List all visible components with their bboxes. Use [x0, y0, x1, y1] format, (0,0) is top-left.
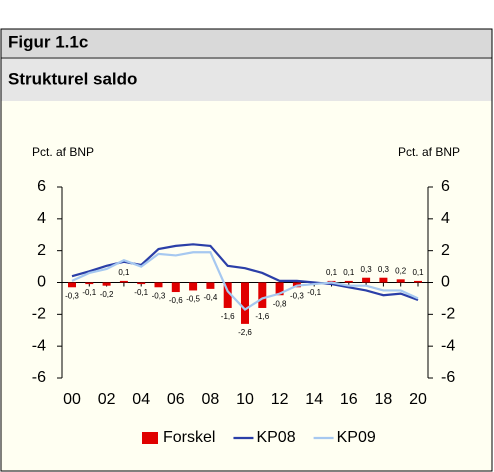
- y-tick-label: 6: [37, 178, 46, 195]
- data-label: -0,2: [100, 290, 114, 299]
- bar: [119, 280, 128, 283]
- x-tick-label: 08: [202, 391, 220, 408]
- y2-tick-label: -4: [441, 337, 455, 354]
- x-tick-label: 04: [132, 391, 150, 408]
- legend-swatch: [142, 432, 158, 444]
- y2-tick-label: 4: [441, 210, 450, 227]
- legend-label: KP08: [256, 429, 295, 446]
- data-label: -1,6: [255, 312, 269, 321]
- bar: [68, 282, 76, 288]
- data-label: 0,1: [118, 268, 130, 277]
- data-label: -0,3: [65, 291, 79, 300]
- y-tick-label: -4: [32, 337, 46, 354]
- y2-tick-label: -6: [441, 369, 455, 386]
- data-label: 0,1: [326, 268, 338, 277]
- legend-label: KP09: [337, 429, 376, 446]
- data-label: -0,1: [134, 288, 148, 297]
- y2-axis-label: Pct. af BNP: [398, 145, 460, 159]
- x-tick-label: 02: [98, 391, 116, 408]
- bar: [275, 282, 284, 296]
- bar: [258, 282, 267, 308]
- bar: [102, 282, 111, 286]
- x-tick-label: 12: [271, 391, 289, 408]
- bar: [396, 279, 405, 283]
- x-tick-label: 18: [375, 391, 393, 408]
- y-axis-label: Pct. af BNP: [32, 145, 94, 159]
- y2-tick-label: 6: [441, 178, 450, 195]
- bar: [137, 282, 146, 285]
- data-label: -0,6: [169, 296, 183, 305]
- x-tick-label: 10: [236, 391, 254, 408]
- data-label: -0,3: [290, 291, 304, 300]
- chart-title: Strukturel saldo: [8, 69, 137, 88]
- data-label: -0,1: [82, 288, 96, 297]
- y2-tick-label: -2: [441, 306, 455, 323]
- bar: [414, 280, 422, 283]
- data-label: -1,6: [221, 312, 235, 321]
- x-tick-label: 00: [63, 391, 81, 408]
- y-tick-label: 2: [37, 242, 46, 259]
- data-label: -0,4: [204, 293, 218, 302]
- line-series: [71, 251, 419, 311]
- bar: [85, 282, 94, 285]
- data-label: 0,2: [395, 266, 407, 275]
- data-label: -0,1: [307, 288, 321, 297]
- y-tick-label: 0: [37, 274, 46, 291]
- x-tick-label: 16: [340, 391, 358, 408]
- data-label: 0,3: [378, 265, 390, 274]
- data-label: -0,5: [186, 295, 200, 304]
- bar: [362, 277, 371, 283]
- figure-band: [1, 29, 492, 57]
- y2-tick-label: 0: [441, 274, 450, 291]
- data-label: -0,3: [152, 291, 166, 300]
- title-band: [1, 59, 492, 101]
- x-tick-label: 20: [409, 391, 427, 408]
- bar: [189, 282, 198, 291]
- data-label: -0,8: [273, 299, 287, 308]
- data-label: 0,1: [343, 268, 355, 277]
- bar: [379, 277, 388, 283]
- frame: [0, 28, 493, 472]
- y2-tick-label: 2: [441, 242, 450, 259]
- top-margin: [0, 0, 494, 28]
- bar: [154, 282, 163, 288]
- data-label: 0,3: [361, 265, 373, 274]
- bar: [344, 280, 353, 283]
- y-tick-label: -6: [32, 369, 46, 386]
- y-tick-label: -2: [32, 306, 46, 323]
- bar: [223, 282, 232, 308]
- data-label: 0,1: [412, 268, 424, 277]
- bar: [206, 282, 215, 289]
- bar: [241, 282, 249, 324]
- bar: [171, 282, 180, 293]
- x-tick-label: 14: [305, 391, 323, 408]
- x-tick-label: 06: [167, 391, 185, 408]
- figure-label: Figur 1.1c: [8, 32, 88, 51]
- y-tick-label: 4: [37, 210, 46, 227]
- data-label: -2,6: [238, 328, 252, 337]
- legend-label: Forskel: [163, 429, 215, 446]
